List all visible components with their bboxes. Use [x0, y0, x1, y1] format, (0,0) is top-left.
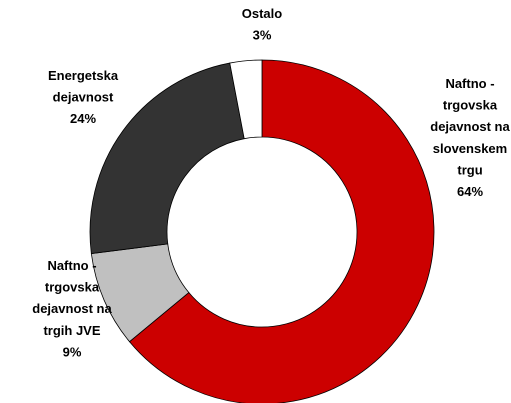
label-line: trgovska [443, 98, 498, 113]
label-line: dejavnost na [32, 301, 112, 316]
label-line: trgu [457, 162, 482, 177]
label-line: dejavnost [53, 90, 114, 105]
label-line: trgih JVE [43, 323, 100, 338]
value-label: 24% [70, 111, 96, 126]
value-label: 9% [63, 344, 82, 359]
value-label: 64% [457, 184, 483, 199]
label-line: dejavnost na [430, 119, 510, 134]
label-line: Energetska [48, 68, 119, 83]
label-line: Naftno - [47, 258, 96, 273]
donut-slice [89, 62, 245, 255]
slice-label: Ostalo [242, 6, 283, 21]
slice-label: Naftno - trgovska dejavnost na slovenskem tr… [430, 76, 510, 177]
donut-slice [229, 59, 263, 140]
label-line: trgovska [45, 280, 100, 295]
value-label: 3% [253, 28, 272, 43]
slice-label: Energetska dejavnost [48, 68, 119, 105]
slice-label: Naftno - trgovska dejavnost na trgih JVE [32, 258, 112, 338]
donut-slice [128, 59, 435, 403]
label-line: slovenskem [433, 141, 507, 156]
label-line: Naftno - [445, 76, 494, 91]
label-line: Ostalo [242, 6, 283, 21]
